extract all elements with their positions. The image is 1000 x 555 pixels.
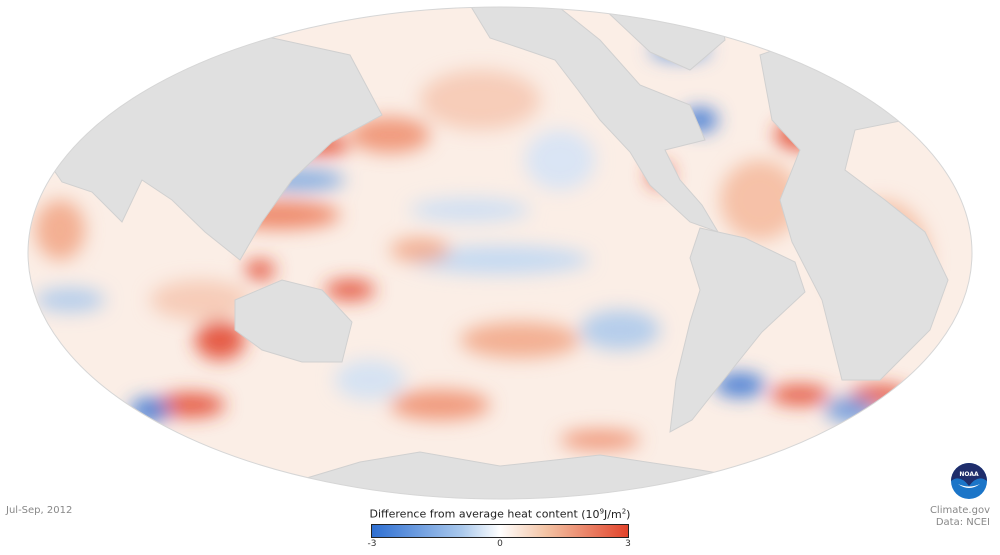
- legend-max-label: 3: [625, 538, 631, 549]
- anomaly-patch: [195, 320, 245, 360]
- anomaly-patch: [325, 280, 375, 300]
- period-label: Jul-Sep, 2012: [6, 505, 73, 516]
- anomaly-patch: [350, 117, 430, 153]
- legend-title-text: Difference from average heat content: [369, 507, 578, 521]
- anomaly-patch: [720, 160, 800, 240]
- anomaly-patch: [335, 360, 405, 400]
- anomaly-patch: [155, 393, 225, 417]
- anomaly-patch: [410, 246, 590, 274]
- heat-content-anomaly-map: [27, 6, 973, 500]
- credits: Climate.gov Data: NCEI: [930, 505, 990, 529]
- anomaly-patch: [390, 390, 490, 420]
- data-credit: Data: NCEI: [935, 517, 990, 528]
- legend-title: Difference from average heat content (10…: [360, 507, 640, 521]
- noaa-logo: NOAA: [951, 463, 987, 499]
- anomaly-patch: [460, 322, 580, 358]
- land-australia: [234, 279, 353, 363]
- anomaly-patch: [410, 198, 530, 222]
- legend-color-bar: [371, 523, 629, 538]
- anomaly-patch: [35, 200, 85, 260]
- svg-text:NOAA: NOAA: [959, 471, 979, 478]
- legend-mid-label: 0: [497, 538, 503, 549]
- land-south-america: [669, 227, 806, 433]
- anomaly-patch: [150, 280, 250, 320]
- anomaly-patch: [245, 260, 275, 280]
- legend-min-label: -3: [367, 538, 377, 549]
- anomaly-patch: [560, 430, 640, 450]
- anomaly-patch: [35, 288, 105, 312]
- anomaly-patch: [525, 130, 595, 190]
- anomaly-patch: [770, 385, 830, 405]
- anomaly-patch: [715, 373, 765, 397]
- color-legend: Difference from average heat content (10…: [360, 507, 640, 550]
- globe-outline: [27, 6, 973, 500]
- source-credit: Climate.gov: [929, 505, 990, 516]
- anomaly-patch: [420, 70, 540, 130]
- anomaly-patch: [390, 238, 450, 262]
- anomaly-patch: [580, 310, 660, 350]
- legend-unit: (109J/m2): [581, 507, 631, 521]
